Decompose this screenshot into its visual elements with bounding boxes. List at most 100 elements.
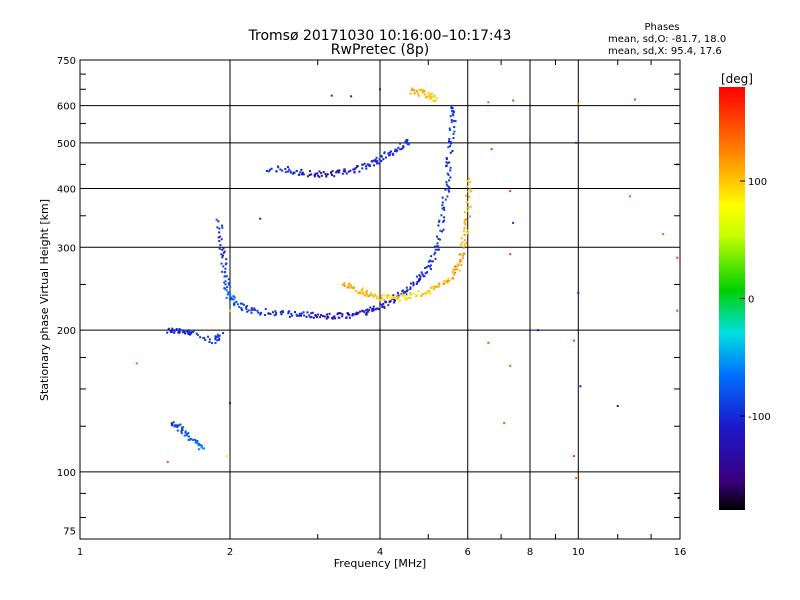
data-point (310, 315, 313, 318)
data-point (433, 253, 436, 256)
data-point (463, 230, 466, 233)
data-point (449, 176, 452, 179)
data-point (369, 306, 372, 309)
data-point (419, 277, 422, 280)
data-point (350, 284, 353, 287)
data-point (577, 102, 580, 105)
data-point (184, 332, 187, 335)
data-point (463, 219, 466, 222)
data-point (447, 173, 450, 176)
data-points (135, 87, 680, 499)
data-point (166, 331, 169, 334)
data-point (177, 331, 180, 334)
data-point (221, 248, 224, 251)
data-point (170, 331, 173, 334)
data-point (383, 306, 386, 309)
data-point (409, 293, 412, 296)
data-point (450, 104, 453, 107)
data-point (442, 220, 445, 223)
data-point (373, 159, 376, 162)
data-point (259, 311, 262, 314)
data-point (406, 139, 409, 142)
data-point (331, 170, 334, 173)
data-point (217, 236, 220, 239)
data-point (430, 287, 433, 290)
data-point (253, 309, 256, 312)
data-point (245, 306, 248, 309)
data-point (413, 89, 416, 92)
data-point (509, 190, 512, 193)
data-point (313, 174, 316, 177)
data-point (188, 435, 191, 438)
data-point (463, 211, 466, 214)
data-point (384, 301, 387, 304)
data-point (229, 296, 232, 299)
data-point (371, 308, 374, 311)
data-point (229, 286, 232, 289)
data-point (455, 268, 458, 271)
data-point (449, 169, 452, 172)
data-point (181, 331, 184, 334)
data-point (359, 310, 362, 313)
data-point (442, 228, 445, 231)
data-point (324, 173, 327, 176)
data-point (325, 317, 328, 320)
data-point (318, 175, 321, 178)
data-point (364, 294, 367, 297)
data-point (409, 288, 412, 291)
data-point (572, 339, 575, 342)
data-point (241, 309, 244, 312)
data-point (460, 237, 463, 240)
data-point (424, 267, 427, 270)
data-point (394, 150, 397, 153)
data-point (174, 425, 177, 428)
data-point (202, 447, 205, 450)
data-point (192, 438, 195, 441)
data-point (194, 438, 197, 441)
data-point (429, 292, 432, 295)
colorbar-tick-label: 100 (748, 177, 767, 188)
data-point (448, 179, 451, 182)
data-point (183, 434, 186, 437)
x-tick-label: 6 (465, 547, 471, 558)
data-point (443, 208, 446, 211)
y-tick-label: 200 (57, 326, 76, 337)
data-point (348, 282, 351, 285)
data-point (374, 160, 377, 163)
data-point (463, 227, 466, 230)
data-point (443, 283, 446, 286)
data-point (450, 107, 453, 110)
data-point (393, 296, 396, 299)
data-point (232, 298, 235, 301)
data-point (227, 278, 230, 281)
data-point (449, 142, 452, 145)
data-point (280, 312, 283, 315)
data-point (309, 170, 312, 173)
data-point (380, 159, 383, 162)
data-point (434, 251, 437, 254)
data-point (238, 306, 241, 309)
data-point (448, 190, 451, 193)
data-point (371, 310, 374, 313)
data-point (190, 330, 193, 333)
data-point (317, 174, 320, 177)
data-point (437, 224, 440, 227)
data-point (402, 294, 405, 297)
data-point (449, 115, 452, 118)
data-point (269, 168, 272, 171)
data-point (314, 314, 317, 317)
data-point (225, 275, 228, 278)
data-point (193, 329, 196, 332)
data-point (396, 149, 399, 152)
data-point (287, 312, 290, 315)
data-point (135, 362, 138, 365)
data-point (430, 255, 433, 258)
data-point (427, 260, 430, 263)
data-point (345, 316, 348, 319)
data-point (196, 441, 199, 444)
data-point (176, 429, 179, 432)
chart-title: Tromsø 20171030 10:16:00–10:17:43 (248, 28, 512, 44)
data-point (214, 336, 217, 339)
data-point (306, 175, 309, 178)
data-point (355, 311, 358, 314)
